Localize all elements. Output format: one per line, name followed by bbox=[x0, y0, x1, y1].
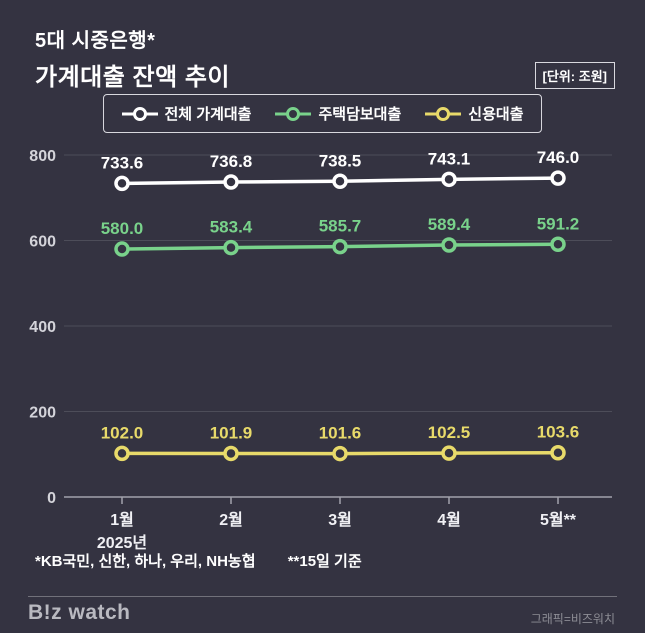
data-point-label: 589.4 bbox=[428, 215, 471, 234]
data-point-marker bbox=[550, 444, 566, 461]
series-2: 102.0 101.9 101.6 102.5 103.6 bbox=[101, 423, 580, 462]
x-tick-label: 2월 bbox=[219, 511, 243, 529]
legend-item-credit-loans: 신용대출 bbox=[425, 103, 523, 124]
credit-text: 그래픽=비즈워치 bbox=[530, 612, 615, 626]
data-point-label: 746.0 bbox=[537, 148, 580, 167]
marker-dot bbox=[286, 106, 301, 121]
x-tick-label: 3월 bbox=[328, 511, 352, 529]
data-point-marker bbox=[223, 174, 239, 190]
data-point-label: 103.6 bbox=[537, 423, 580, 442]
data-point-marker bbox=[114, 175, 130, 192]
series-1: 580.0 583.4 585.7 589.4 591.2 bbox=[101, 214, 580, 257]
data-point-marker bbox=[550, 170, 566, 186]
line-circle-marker-icon bbox=[121, 106, 158, 121]
y-tick-label: 400 bbox=[29, 319, 56, 336]
bizwatch-logo: B!z watch bbox=[28, 601, 131, 624]
series-0: 733.6 736.8 738.5 743.1 746.0 bbox=[101, 148, 580, 192]
line-circle-marker-icon bbox=[275, 106, 312, 121]
y-tick-label: 0 bbox=[47, 490, 56, 507]
legend-item-mortgage: 주택담보대출 bbox=[275, 103, 401, 124]
data-point-marker bbox=[441, 171, 457, 188]
footnote-banks: *KB국민, 신한, 하나, 우리, NH농협 bbox=[35, 553, 256, 570]
title-line2: 가계대출 잔액 추이 bbox=[35, 64, 230, 91]
data-point-label: 583.4 bbox=[210, 218, 253, 237]
unit-label: [단위: 조원] bbox=[534, 62, 615, 89]
data-point-marker bbox=[332, 445, 348, 462]
data-point-marker bbox=[550, 236, 566, 253]
data-point-marker bbox=[332, 173, 348, 190]
legend: 전체 가계대출 주택담보대출 신용대출 bbox=[102, 94, 543, 133]
footnote: *KB국민, 신한, 하나, 우리, NH농협 **15일 기준 bbox=[35, 550, 362, 571]
data-point-label: 580.0 bbox=[101, 219, 144, 238]
footnote-basis: **15일 기준 bbox=[287, 553, 362, 570]
data-point-label: 101.9 bbox=[210, 423, 253, 442]
footer-divider bbox=[28, 596, 617, 597]
x-tick-label: 4월 bbox=[437, 511, 461, 529]
legend-label-total-loans: 전체 가계대출 bbox=[164, 106, 252, 123]
data-point-marker bbox=[441, 237, 457, 253]
y-tick-label: 200 bbox=[29, 405, 56, 422]
data-point-label: 738.5 bbox=[319, 151, 362, 170]
legend-item-total-loans: 전체 가계대출 bbox=[121, 103, 252, 124]
data-point-label: 102.0 bbox=[101, 423, 144, 442]
data-point-label: 101.6 bbox=[319, 424, 362, 443]
legend-label-mortgage: 주택담보대출 bbox=[318, 106, 402, 123]
data-point-label: 585.7 bbox=[319, 217, 362, 236]
data-point-label: 591.2 bbox=[537, 214, 580, 233]
x-tick-label: 1월 bbox=[110, 511, 134, 529]
data-point-marker bbox=[114, 445, 130, 462]
line-circle-marker-icon bbox=[425, 106, 462, 121]
x-tick-label: 5월** bbox=[540, 511, 577, 529]
y-tick-label: 800 bbox=[29, 148, 56, 165]
data-point-label: 743.1 bbox=[428, 149, 471, 168]
x-axis-year-label: 2025년 bbox=[97, 533, 147, 552]
data-point-marker bbox=[223, 445, 239, 462]
title-line1: 5대 시중은행* bbox=[35, 30, 156, 52]
marker-dot bbox=[132, 106, 147, 121]
data-point-marker bbox=[332, 238, 348, 255]
data-point-label: 733.6 bbox=[101, 153, 144, 172]
data-point-label: 102.5 bbox=[428, 423, 471, 442]
y-tick-label: 600 bbox=[29, 234, 56, 251]
data-point-marker bbox=[223, 239, 239, 256]
data-point-marker bbox=[114, 241, 130, 257]
data-point-label: 736.8 bbox=[210, 152, 253, 171]
title-block: 5대 시중은행* 가계대출 잔액 추이 bbox=[35, 24, 230, 92]
legend-label-credit-loans: 신용대출 bbox=[468, 106, 524, 123]
line-chart: 0 200 400 600 800 1월 2월 3월 4월 5월** 2025년 733.6 736.8… bbox=[29, 148, 612, 552]
marker-dot bbox=[436, 106, 451, 121]
data-point-marker bbox=[441, 445, 457, 461]
